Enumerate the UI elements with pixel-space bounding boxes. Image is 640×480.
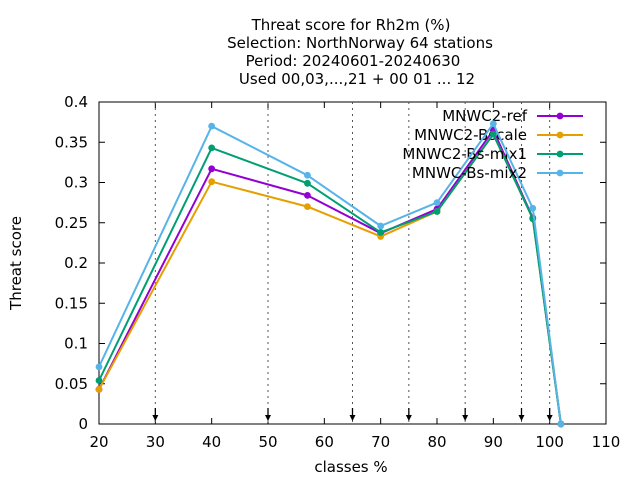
x-tick-label: 110 xyxy=(592,433,621,451)
data-point xyxy=(304,179,311,187)
data-point xyxy=(489,130,497,138)
y-tick-label: 0.25 xyxy=(55,214,88,232)
x-tick-label: 60 xyxy=(315,433,334,451)
series-line xyxy=(98,122,562,425)
y-tick-label: 0.4 xyxy=(64,93,88,111)
legend-swatch-marker xyxy=(556,112,564,120)
y-axis-label: Threat score xyxy=(7,216,25,311)
y-tick-label: 0.1 xyxy=(64,335,88,353)
y-tick-label: 0.2 xyxy=(64,254,88,272)
y-tick-label: 0.05 xyxy=(55,375,88,393)
title-line-1: Threat score for Rh2m (%) xyxy=(251,16,451,34)
y-tick-label: 0.15 xyxy=(55,294,88,312)
data-point xyxy=(95,385,103,393)
class-marker-arrowhead xyxy=(462,415,469,421)
series-line xyxy=(98,133,562,425)
y-tick-label: 0.3 xyxy=(64,174,88,192)
legend-label: MNWC2-Bs-mix1 xyxy=(402,145,527,163)
data-point xyxy=(377,229,385,236)
title-line-4: Used 00,03,...,21 + 00 01 ... 12 xyxy=(239,70,475,88)
x-axis-label: classes % xyxy=(314,458,387,476)
legend-swatch-marker xyxy=(556,169,564,177)
class-marker-arrowhead xyxy=(405,415,412,421)
data-point xyxy=(208,144,216,152)
x-tick-label: 40 xyxy=(202,433,221,451)
data-point xyxy=(304,171,311,179)
data-point xyxy=(95,363,103,371)
x-tick-label: 100 xyxy=(535,433,564,451)
legend-label: MNWC2-ref xyxy=(442,107,527,125)
title-line-3: Period: 20240601-20240630 xyxy=(246,52,461,70)
data-point xyxy=(433,199,441,207)
data-point xyxy=(304,203,311,211)
legend-swatch-marker xyxy=(556,150,564,158)
data-point xyxy=(95,377,103,384)
class-marker-arrowhead xyxy=(265,415,271,421)
chart-title: Threat score for Rh2m (%) Selection: Nor… xyxy=(227,16,493,88)
legend-swatch-marker xyxy=(556,131,564,139)
data-point xyxy=(529,204,537,212)
data-point xyxy=(304,191,311,199)
legend-label: MNWC2-Bscale xyxy=(414,126,527,144)
data-point xyxy=(208,178,216,186)
class-marker-arrowhead xyxy=(349,415,356,421)
series-mnwc-bs-mix2 xyxy=(95,120,565,428)
legend-label: MNWC-Bs-mix2 xyxy=(412,164,527,182)
data-point xyxy=(557,420,565,428)
data-point xyxy=(489,120,497,128)
class-marker-arrowhead xyxy=(518,415,525,421)
x-tick-label: 70 xyxy=(371,433,390,451)
data-point xyxy=(208,165,216,173)
x-tick-label: 30 xyxy=(146,433,165,451)
class-marker-arrowhead xyxy=(152,415,159,421)
y-tick-label: 0.35 xyxy=(55,133,88,151)
title-line-2: Selection: NorthNorway 64 stations xyxy=(227,34,493,52)
x-tick-label: 20 xyxy=(89,433,108,451)
class-marker-arrowhead xyxy=(546,415,553,421)
x-tick-label: 50 xyxy=(258,433,277,451)
x-tick-label: 90 xyxy=(484,433,503,451)
data-point xyxy=(377,222,385,230)
x-tick-label: 80 xyxy=(427,433,446,451)
y-tick-label: 0 xyxy=(78,415,88,433)
data-point xyxy=(433,208,441,215)
plot-area: 0 0.05 0.1 0.15 0.2 0.25 0.3 0.35 0.4 20 30 40 50 60 7… xyxy=(55,93,621,451)
data-point xyxy=(208,122,216,130)
